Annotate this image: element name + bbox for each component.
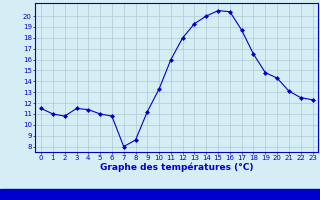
X-axis label: Graphe des températures (°C): Graphe des températures (°C) [100,163,253,172]
